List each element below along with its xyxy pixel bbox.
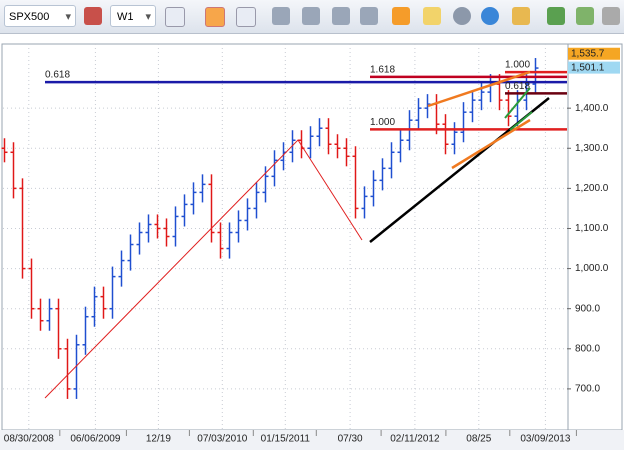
chart-frame [1, 43, 623, 431]
y-tick-label: 700.0 [575, 384, 600, 395]
fib-label: 1.000 [370, 117, 395, 128]
x-tick-label: 01/15/2011 [261, 434, 311, 445]
x-tick-label: 07/30 [338, 434, 363, 445]
x-tick-label: 03/09/2013 [520, 434, 570, 445]
fib-label: 0.618 [45, 70, 70, 81]
x-tick-label: 08/30/2008 [4, 434, 54, 445]
date-axis [0, 430, 624, 450]
price-tag-label: 1,535.7 [571, 48, 605, 59]
fib-label: 0.618 [505, 81, 530, 92]
channel-small-upper [504, 87, 531, 119]
candle-button[interactable] [236, 7, 256, 27]
fib-label: 1.618 [370, 65, 395, 76]
y-tick-label: 800.0 [575, 343, 600, 354]
channel-upper [427, 70, 531, 108]
fib-button[interactable] [392, 7, 410, 25]
y-tick-label: 1,400.0 [575, 103, 609, 114]
scroll-button[interactable] [332, 7, 350, 25]
save-button[interactable] [576, 7, 594, 25]
ruler-button[interactable] [512, 7, 530, 25]
y-tick-label: 1,000.0 [575, 263, 609, 274]
channel-lower [451, 118, 531, 170]
y-tick-label: 1,100.0 [575, 223, 609, 234]
x-tick-label: 12/19 [146, 434, 171, 445]
timeframe: W1 [117, 11, 134, 23]
x-tick-label: 08/25 [466, 434, 491, 445]
indicator-button[interactable] [84, 7, 102, 25]
x-tick-label: 06/06/2009 [70, 434, 120, 445]
y-tick-label: 1,200.0 [575, 183, 609, 194]
x-tick-label: 07/03/2010 [197, 434, 247, 445]
refresh-button[interactable] [453, 7, 471, 25]
zoom-in-button[interactable] [272, 7, 290, 25]
y-tick-label: 1,300.0 [575, 143, 609, 154]
timeframe-select[interactable]: W1 ▾ [110, 5, 156, 27]
draw-button[interactable] [423, 7, 441, 25]
price-tag [568, 61, 620, 74]
fib-label: 1.000 [505, 60, 530, 71]
bar-chart-button[interactable] [205, 7, 225, 27]
toolbar: SPX500 ▾ W1 ▾ [0, 0, 624, 34]
y-tick-label: 900.0 [575, 303, 600, 314]
settings-button[interactable] [602, 7, 620, 25]
zoom-select[interactable] [360, 7, 378, 25]
drawings [44, 70, 550, 399]
price-tag-label: 1,501.1 [571, 62, 605, 73]
channel-small-lower [509, 111, 533, 131]
image-button[interactable] [547, 7, 565, 25]
x-tick-label: 02/11/2012 [390, 434, 440, 445]
chart-type-button[interactable] [165, 7, 185, 27]
symbol: SPX500 [9, 11, 50, 23]
symbol-select[interactable]: SPX500 ▾ [4, 5, 76, 27]
zoom-out-button[interactable] [302, 7, 320, 25]
web-button[interactable] [481, 7, 499, 25]
zigzag-line [44, 139, 363, 399]
price-tag [568, 47, 620, 60]
